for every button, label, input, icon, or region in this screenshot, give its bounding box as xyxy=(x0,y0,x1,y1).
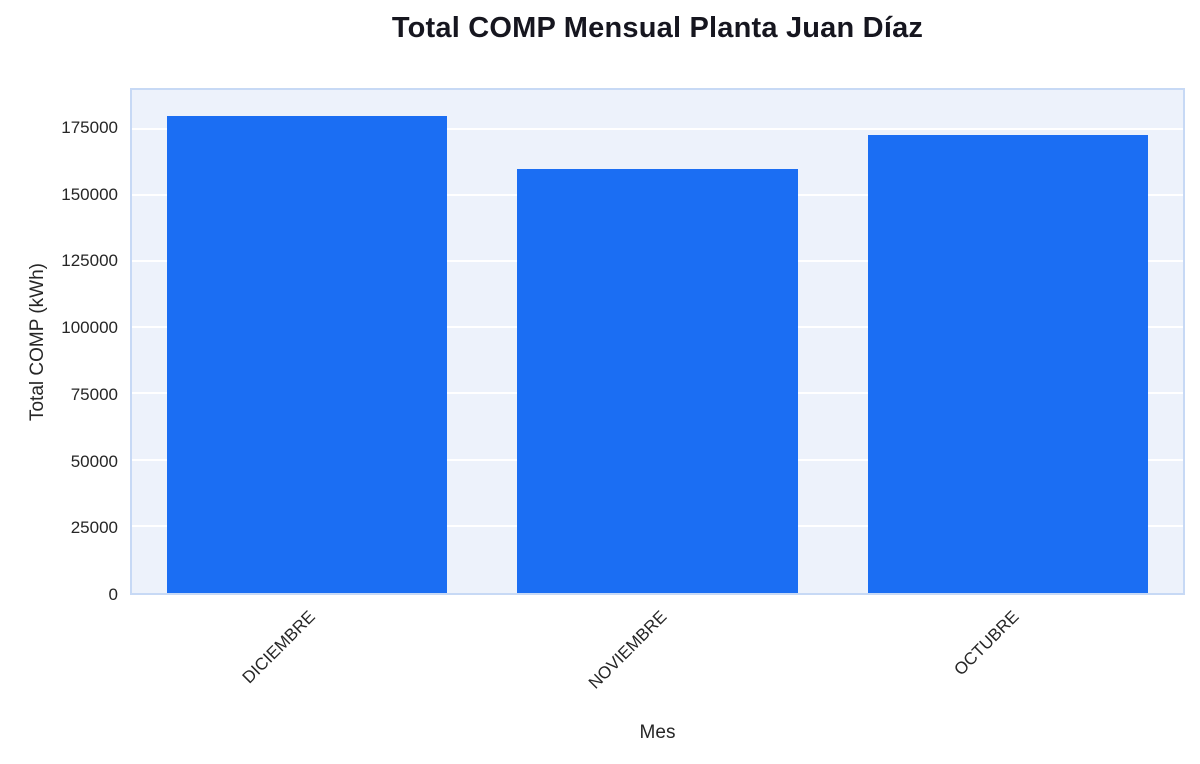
x-axis-label: Mes xyxy=(639,722,676,743)
y-tick-label: 0 xyxy=(108,585,118,604)
y-tick-label: 150000 xyxy=(61,184,118,204)
y-tick-label: 75000 xyxy=(70,384,118,404)
y-tick-label: 100000 xyxy=(61,318,118,338)
gridline xyxy=(132,127,1183,130)
y-tick-label: 175000 xyxy=(61,118,118,138)
y-tick-label: 50000 xyxy=(70,451,118,471)
x-tick-label: NOVIEMBRE xyxy=(585,607,671,693)
y-tick-label: 125000 xyxy=(61,251,118,271)
y-axis-label: Total COMP (kWh) xyxy=(27,263,48,422)
chart-title: Total COMP Mensual Planta Juan Díaz xyxy=(391,12,924,44)
bar-octubre xyxy=(867,135,1148,593)
bar-diciembre xyxy=(167,116,448,593)
bars-layer xyxy=(132,90,1183,593)
x-tick-label: DICIEMBRE xyxy=(239,607,320,688)
bar-noviembre xyxy=(517,169,798,593)
x-tick-label: OCTUBRE xyxy=(950,607,1023,680)
plot-area xyxy=(130,88,1185,595)
y-tick-label: 25000 xyxy=(70,518,118,538)
